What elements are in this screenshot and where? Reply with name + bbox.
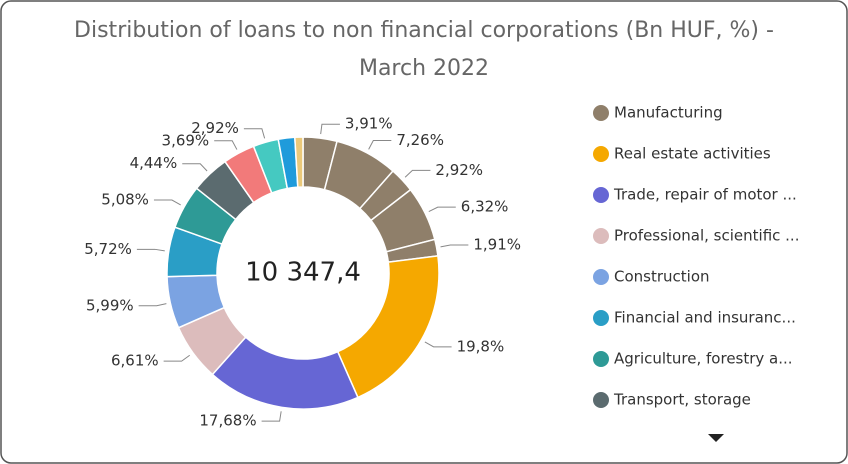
- data-label: 3,91%: [345, 115, 393, 133]
- leader-line: [136, 248, 165, 252]
- leader-line: [153, 199, 181, 206]
- leader-line: [243, 128, 266, 139]
- data-label: 2,92%: [191, 119, 239, 137]
- data-label: 5,72%: [84, 240, 132, 258]
- legend-label: Real estate activities: [614, 145, 771, 163]
- leader-line: [424, 341, 452, 348]
- data-label: 5,99%: [86, 296, 134, 314]
- chart-title: March 2022: [359, 56, 489, 81]
- data-label: 5,08%: [101, 191, 149, 209]
- data-label: 7,26%: [396, 131, 444, 149]
- legend-marker: [593, 105, 609, 121]
- legend-marker: [593, 392, 609, 408]
- legend-marker: [593, 310, 609, 326]
- legend-label: Transport, storage: [613, 391, 751, 409]
- data-label: 2,92%: [435, 161, 483, 179]
- data-label: 19,8%: [457, 337, 505, 355]
- legend-marker: [593, 269, 609, 285]
- legend-label: Trade, repair of motor ...: [613, 186, 797, 204]
- data-label: 3,69%: [162, 131, 210, 149]
- chart-title: Distribution of loans to non financial c…: [74, 18, 774, 43]
- legend-label: Construction: [614, 268, 710, 286]
- legend-marker: [593, 351, 609, 367]
- leader-line: [368, 140, 392, 150]
- data-label: 17,68%: [199, 412, 256, 430]
- leader-line: [138, 303, 167, 307]
- leader-line: [214, 140, 238, 150]
- data-label: 6,61%: [111, 352, 159, 370]
- leader-line: [163, 354, 191, 362]
- center-label: 10 347,4: [245, 258, 361, 288]
- legend-marker: [593, 187, 609, 203]
- leader-line: [182, 163, 208, 172]
- data-label: 4,44%: [130, 154, 178, 172]
- legend-more-arrow[interactable]: [708, 434, 724, 442]
- leader-line: [440, 244, 469, 248]
- legend-marker: [593, 228, 609, 244]
- data-label: 6,32%: [461, 198, 509, 216]
- legend-label: Professional, scientific ...: [614, 227, 799, 245]
- leader-line: [261, 411, 282, 422]
- donut-slice: [294, 136, 304, 188]
- legend-label: Agriculture, forestry a...: [614, 350, 793, 368]
- data-label: 1,91%: [473, 235, 521, 253]
- leader-line: [404, 169, 431, 178]
- legend-label: Financial and insuranc...: [614, 309, 796, 327]
- legend-label: Manufacturing: [614, 104, 723, 122]
- leader-line: [428, 206, 456, 213]
- leader-line: [320, 123, 340, 135]
- legend-marker: [593, 146, 609, 162]
